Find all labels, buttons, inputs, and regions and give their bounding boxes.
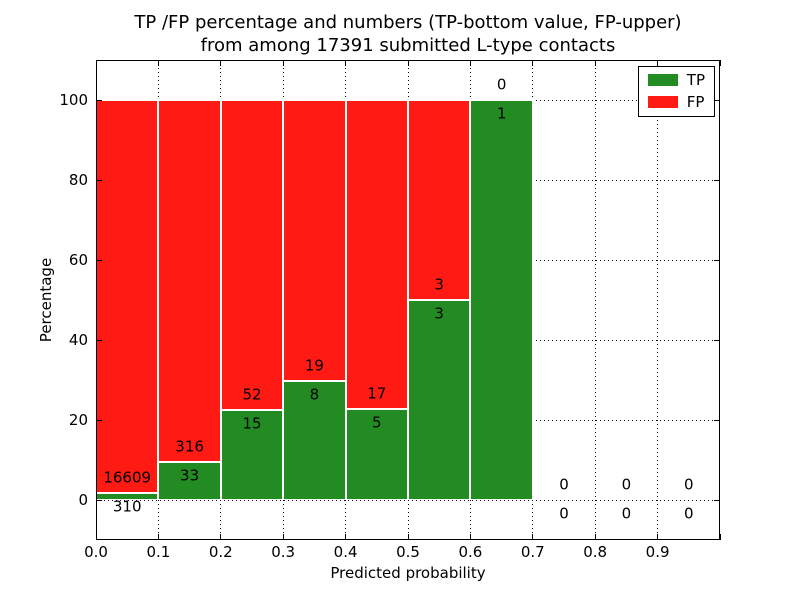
x-tick-bottom xyxy=(657,534,659,540)
bar-segment-fp xyxy=(158,100,221,463)
y-tick-label-40: 40 xyxy=(68,331,88,349)
bar-label-tp: 15 xyxy=(242,414,262,433)
x-tick-top xyxy=(157,60,159,66)
gridline-x-0.8 xyxy=(594,60,596,540)
x-tick-label-0.1: 0.1 xyxy=(146,543,171,561)
legend: TP FP xyxy=(637,66,715,117)
x-tick-label-0.9: 0.9 xyxy=(645,543,670,561)
y-tick-label-0: 0 xyxy=(78,491,88,509)
x-tick-top xyxy=(532,60,534,66)
bar-label-fp: 0 xyxy=(621,475,632,494)
y-tick-label-20: 20 xyxy=(68,411,88,429)
y-tick-right xyxy=(714,259,720,261)
y-tick-right xyxy=(714,179,720,181)
bar-label-fp: 0 xyxy=(496,75,507,94)
x-tick-label-0.0: 0.0 xyxy=(84,543,108,561)
bar-segment-tp xyxy=(470,100,533,500)
chart-title-line2: from among 17391 submitted L-type contac… xyxy=(200,35,616,56)
x-tick-top xyxy=(594,60,596,66)
x-tick-label-0.6: 0.6 xyxy=(458,543,483,561)
y-tick-right xyxy=(714,499,720,501)
bar-segment-fp xyxy=(345,100,408,410)
bar-label-fp: 3 xyxy=(434,275,444,294)
bar-segment-fp xyxy=(96,100,159,493)
x-tick-top xyxy=(220,60,222,66)
bar-label-tp: 0 xyxy=(559,504,569,523)
bar-label-tp: 3 xyxy=(434,304,444,323)
x-tick-bottom xyxy=(719,534,721,540)
bar-label-tp: 0 xyxy=(621,504,632,523)
y-tick-left xyxy=(96,259,102,261)
bar-label-tp: 33 xyxy=(180,466,200,485)
bar-label-fp: 52 xyxy=(242,385,262,404)
x-tick-top xyxy=(657,60,659,66)
y-tick-left xyxy=(96,179,102,181)
y-tick-label-60: 60 xyxy=(68,251,88,269)
x-tick-bottom xyxy=(157,534,159,540)
x-tick-label-0.2: 0.2 xyxy=(208,543,233,561)
x-tick-top xyxy=(345,60,347,66)
x-tick-top xyxy=(719,60,721,66)
x-tick-label-0.4: 0.4 xyxy=(333,543,358,561)
legend-label-fp: FP xyxy=(686,93,705,111)
legend-entry-fp: FP xyxy=(647,93,705,111)
y-axis-label: Percentage xyxy=(37,257,55,343)
x-tick-top xyxy=(282,60,284,66)
bar-label-tp: 0 xyxy=(684,504,694,523)
y-tick-left xyxy=(96,419,102,421)
x-tick-bottom xyxy=(282,534,284,540)
legend-entry-tp: TP xyxy=(647,71,705,89)
legend-swatch-tp xyxy=(647,74,678,86)
bar-segment-fp xyxy=(283,100,346,382)
x-tick-top xyxy=(95,60,97,66)
y-tick-left xyxy=(96,499,102,501)
bar-label-fp: 0 xyxy=(559,475,569,494)
bar-label-tp: 1 xyxy=(496,104,507,123)
bar-label-fp: 0 xyxy=(684,475,694,494)
legend-swatch-fp xyxy=(647,96,678,108)
bar-segment-tp xyxy=(283,381,346,500)
x-tick-label-0.8: 0.8 xyxy=(583,543,608,561)
bar-label-tp: 8 xyxy=(309,385,320,404)
y-tick-left xyxy=(96,339,102,341)
x-tick-bottom xyxy=(594,534,596,540)
chart-title-line1: TP /FP percentage and numbers (TP-bottom… xyxy=(134,12,682,33)
plot-area: 16609 310 316 33 52 15 19 8 17 5 3 3 0 1 0 0 0 0 0 0 TP FP xyxy=(96,60,720,540)
bar-segment-tp xyxy=(408,300,471,500)
x-tick-top xyxy=(469,60,471,66)
gridline-x-0.9 xyxy=(657,60,659,540)
bar-segment-tp xyxy=(220,410,284,500)
x-tick-bottom xyxy=(469,534,471,540)
x-tick-bottom xyxy=(345,534,347,540)
bar-label-tp: 310 xyxy=(112,497,142,516)
y-tick-label-80: 80 xyxy=(68,171,88,189)
y-tick-left xyxy=(96,99,102,101)
x-tick-label-0.3: 0.3 xyxy=(271,543,296,561)
gridline-x-0.7 xyxy=(532,60,534,540)
bar-segment-fp xyxy=(408,100,471,300)
x-tick-label-0.5: 0.5 xyxy=(396,543,420,561)
bar-segment-fp xyxy=(220,100,284,411)
bar-label-fp: 16609 xyxy=(103,468,152,487)
x-tick-bottom xyxy=(532,534,534,540)
x-tick-bottom xyxy=(220,534,222,540)
bar-label-fp: 316 xyxy=(175,437,204,456)
bar-label-fp: 17 xyxy=(367,384,387,403)
x-tick-bottom xyxy=(407,534,409,540)
y-tick-right xyxy=(714,99,720,101)
y-tick-right xyxy=(714,339,720,341)
bar-label-fp: 19 xyxy=(304,356,324,375)
x-tick-top xyxy=(407,60,409,66)
x-tick-bottom xyxy=(95,534,97,540)
bar-segment-tp xyxy=(158,462,221,500)
y-tick-label-100: 100 xyxy=(59,91,88,109)
x-tick-label-0.7: 0.7 xyxy=(520,543,545,561)
y-tick-right xyxy=(714,419,720,421)
legend-label-tp: TP xyxy=(686,71,705,89)
x-axis-label: Predicted probability xyxy=(330,564,486,582)
bar-segment-tp xyxy=(345,409,408,500)
bar-label-tp: 5 xyxy=(372,413,382,432)
